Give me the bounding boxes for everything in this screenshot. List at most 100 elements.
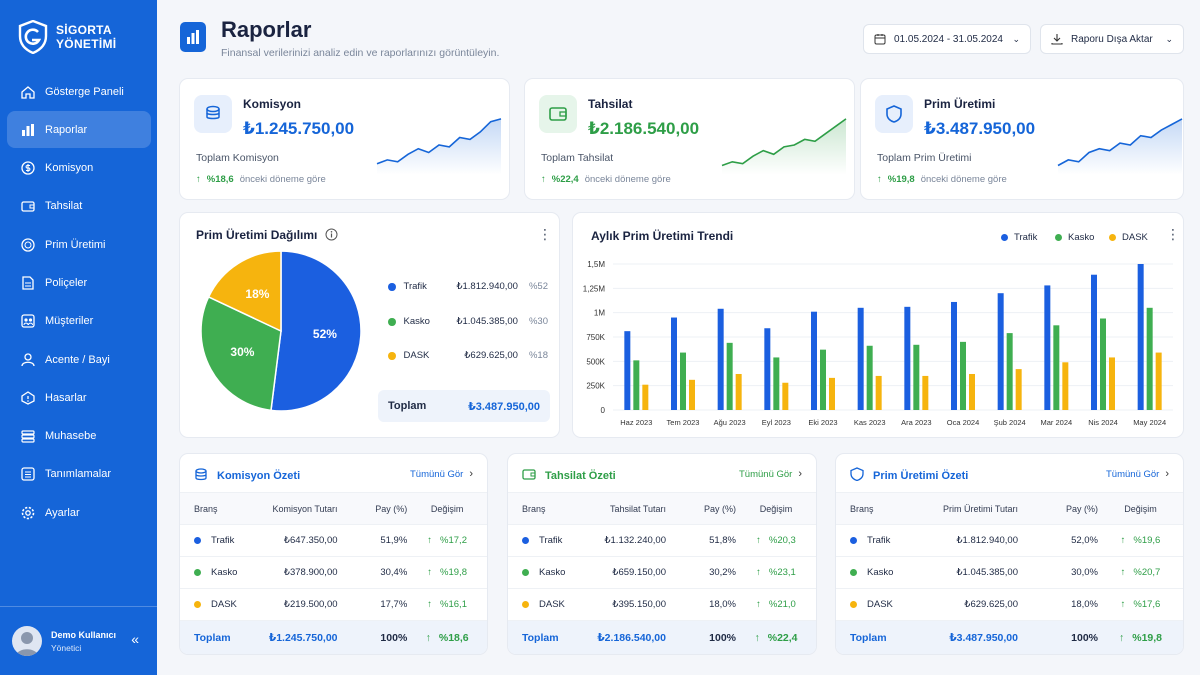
more-options-icon[interactable]: ⋮ bbox=[1166, 226, 1180, 242]
column-header[interactable]: Değişim bbox=[1124, 503, 1157, 514]
x-tick-label: Eki 2023 bbox=[808, 418, 837, 427]
kpi-delta-text: önceki döneme göre bbox=[584, 174, 671, 185]
avatar[interactable] bbox=[12, 626, 42, 656]
brand[interactable]: SİGORTA YÖNETİMİ bbox=[18, 20, 116, 54]
table-header-row: Branş Prim Üretimi Tutarı Pay (%) Değişim bbox=[836, 492, 1183, 524]
bar-legend-item[interactable]: DASK bbox=[1109, 232, 1148, 243]
bar-legend-item[interactable]: Trafik bbox=[1001, 232, 1037, 243]
more-options-icon[interactable]: ⋮ bbox=[538, 226, 552, 242]
kpi-delta: ↑ %19,8 önceki döneme göre bbox=[877, 174, 1007, 185]
sidebar-item-9[interactable]: Hasarlar bbox=[7, 379, 151, 416]
branch-cell: Kasko bbox=[836, 567, 922, 578]
amount-cell: ₺629.625,00 bbox=[964, 599, 1018, 610]
sidebar-item-5[interactable]: Prim Üretimi bbox=[7, 226, 151, 263]
kpi-delta-value: %22,4 bbox=[551, 174, 579, 185]
sidebar-item-2[interactable]: Raporlar bbox=[7, 111, 151, 149]
table-title-text: Prim Üretimi Özeti bbox=[873, 469, 969, 482]
chevron-right-icon: › bbox=[469, 468, 473, 480]
sidebar-item-7[interactable]: Müşteriler bbox=[7, 303, 151, 340]
view-all-link[interactable]: Tümünü Gör › bbox=[1106, 468, 1169, 480]
summary-table: Branş Komisyon Tutarı Pay (%) Değişim Trafik… bbox=[180, 492, 487, 654]
pie-total: Toplam ₺3.487.950,00 bbox=[378, 390, 550, 422]
delta-cell: ↑ %17,2 bbox=[407, 535, 487, 546]
amount-cell: ₺1.132.240,00 bbox=[604, 535, 666, 546]
sidebar-item-6[interactable]: Poliçeler bbox=[7, 264, 151, 301]
legend-percent: %52 bbox=[528, 281, 548, 292]
date-range-picker[interactable]: 01.05.2024 - 31.05.2024 ⌄ bbox=[863, 24, 1031, 54]
chevron-down-icon: ⌄ bbox=[1165, 33, 1173, 44]
user-tie-icon bbox=[20, 352, 36, 368]
amount-cell: ₺659.150,00 bbox=[612, 567, 666, 578]
sidebar-item-1[interactable]: Gösterge Paneli bbox=[7, 73, 151, 110]
sidebar-item-12[interactable]: Ayarlar bbox=[7, 494, 151, 531]
kpi-delta: ↑ %22,4 önceki döneme göre bbox=[541, 174, 671, 185]
column-header[interactable]: Komisyon Tutarı bbox=[272, 503, 338, 514]
table-row[interactable]: Trafik ₺1.812.940,00 52,0% ↑ %19,6 bbox=[836, 524, 1183, 556]
column-header[interactable]: Branş bbox=[850, 503, 874, 514]
sidebar-item-8[interactable]: Acente / Bayi bbox=[7, 341, 151, 378]
x-tick-label: May 2024 bbox=[1133, 418, 1166, 427]
view-all-label: Tümünü Gör bbox=[1106, 468, 1160, 480]
summary-table-card-2: Tahsilat Özeti Tümünü Gör › Branş Tahsilat T… bbox=[507, 453, 817, 655]
column-header[interactable]: Branş bbox=[522, 503, 546, 514]
column-header[interactable]: Tahsilat Tutarı bbox=[609, 503, 666, 514]
bar-legend-item[interactable]: Kasko bbox=[1055, 232, 1094, 243]
column-header[interactable]: Değişim bbox=[759, 503, 793, 514]
bar-kasko bbox=[913, 344, 920, 410]
collapse-sidebar-icon[interactable]: « bbox=[131, 631, 139, 647]
column-header[interactable]: Pay (%) bbox=[1065, 503, 1098, 514]
legend-amount: ₺629.625,00 bbox=[464, 350, 518, 361]
pie-legend-item[interactable]: Trafik ₺1.812.940,00 %52 bbox=[388, 281, 548, 292]
table-row[interactable]: DASK ₺395.150,00 18,0% ↑ %21,0 bbox=[508, 588, 816, 620]
branch-cell: Trafik bbox=[180, 535, 260, 546]
branch-cell: Kasko bbox=[508, 567, 588, 578]
total-amount: ₺3.487.950,00 bbox=[949, 632, 1018, 644]
sidebar-item-10[interactable]: Muhasebe bbox=[7, 418, 151, 455]
delta-cell: ↑ %19,6 bbox=[1098, 535, 1183, 546]
bar-trafik bbox=[717, 308, 724, 410]
table-row[interactable]: Kasko ₺659.150,00 30,2% ↑ %23,1 bbox=[508, 556, 816, 588]
delta-value: %19,6 bbox=[1133, 535, 1161, 546]
table-row[interactable]: Trafik ₺647.350,00 51,9% ↑ %17,2 bbox=[180, 524, 487, 556]
table-row[interactable]: Trafik ₺1.132.240,00 51,8% ↑ %20,3 bbox=[508, 524, 816, 556]
summary-table-card-3: Prim Üretimi Özeti Tümünü Gör › Branş Prim Ü… bbox=[835, 453, 1184, 655]
column-header[interactable]: Pay (%) bbox=[375, 503, 408, 514]
x-tick-label: Ağu 2023 bbox=[714, 418, 746, 427]
sidebar-item-label: Tahsilat bbox=[45, 200, 83, 213]
arrow-up-icon: ↑ bbox=[756, 599, 761, 610]
pie-slice-label: 30% bbox=[230, 345, 254, 359]
export-report-button[interactable]: Raporu Dışa Aktar ⌄ bbox=[1040, 24, 1184, 54]
kpi-value: ₺3.487.950,00 bbox=[924, 119, 1036, 138]
kpi-label: Prim Üretimi bbox=[924, 97, 996, 111]
table-row[interactable]: Kasko ₺378.900,00 30,4% ↑ %19,8 bbox=[180, 556, 487, 588]
bar-dask bbox=[1015, 369, 1022, 410]
column-header[interactable]: Pay (%) bbox=[703, 503, 736, 514]
column-header[interactable]: Değişim bbox=[430, 503, 464, 514]
sidebar-item-4[interactable]: Tahsilat bbox=[7, 188, 151, 225]
total-delta-value: %19,8 bbox=[1132, 632, 1163, 644]
column-header[interactable]: Branş bbox=[194, 503, 218, 514]
total-share: 100% bbox=[709, 632, 736, 644]
share-cell: 30,0% bbox=[1071, 567, 1098, 578]
table-row[interactable]: DASK ₺219.500,00 17,7% ↑ %16,1 bbox=[180, 588, 487, 620]
pie-legend-item[interactable]: Kasko ₺1.045.385,00 %30 bbox=[388, 316, 548, 327]
delta-value: %17,2 bbox=[440, 535, 467, 546]
branch-dot bbox=[522, 569, 529, 576]
sidebar-item-label: Acente / Bayi bbox=[45, 353, 110, 366]
table-row[interactable]: DASK ₺629.625,00 18,0% ↑ %17,6 bbox=[836, 588, 1183, 620]
table-row[interactable]: Kasko ₺1.045.385,00 30,0% ↑ %20,7 bbox=[836, 556, 1183, 588]
info-icon[interactable] bbox=[325, 228, 338, 241]
pie-legend-item[interactable]: DASK ₺629.625,00 %18 bbox=[388, 350, 548, 361]
table-title: Prim Üretimi Özeti bbox=[850, 467, 968, 484]
view-all-link[interactable]: Tümünü Gör › bbox=[410, 468, 473, 480]
kpi-delta-text: önceki döneme göre bbox=[239, 174, 326, 185]
chevron-right-icon: › bbox=[1165, 468, 1169, 480]
arrow-up-icon: ↑ bbox=[427, 535, 433, 546]
view-all-link[interactable]: Tümünü Gör › bbox=[739, 468, 802, 480]
branch-dot bbox=[522, 601, 529, 608]
coins-icon bbox=[194, 95, 232, 133]
sidebar-item-11[interactable]: Tanımlamalar bbox=[7, 456, 151, 493]
column-header[interactable]: Prim Üretimi Tutarı bbox=[942, 503, 1018, 514]
sidebar-item-3[interactable]: Komisyon bbox=[7, 150, 151, 187]
branch-dot bbox=[850, 601, 857, 608]
